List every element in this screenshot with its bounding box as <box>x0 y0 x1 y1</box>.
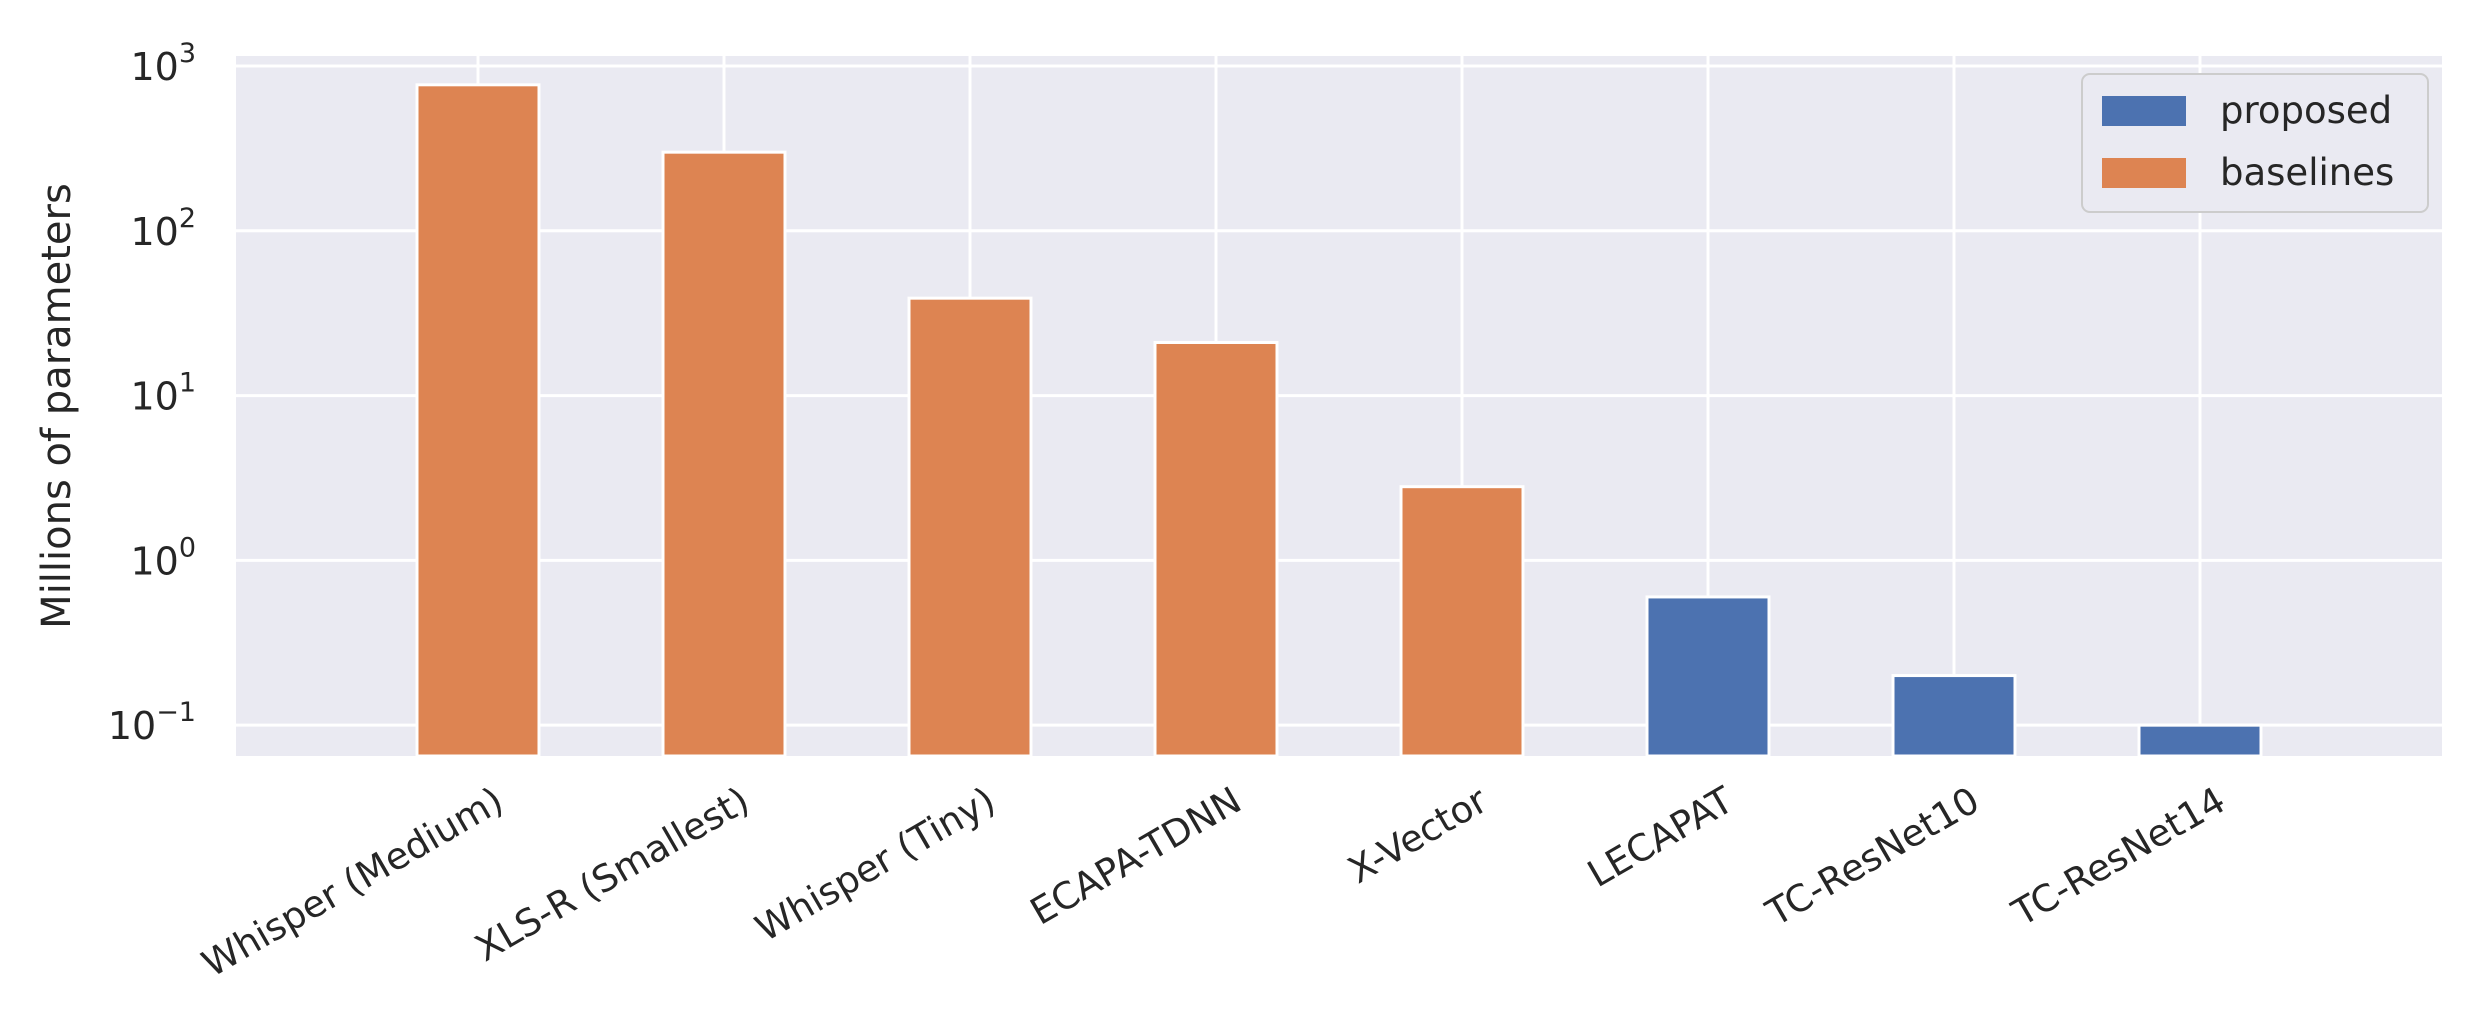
y-axis-label: Millions of parameters <box>34 183 80 629</box>
x-tick-label: LECAPAT <box>1580 778 1741 895</box>
y-tick-exponent: 2 <box>179 203 196 234</box>
y-tick-base: 10 <box>130 210 178 254</box>
legend-label-proposed: proposed <box>2220 89 2392 132</box>
y-tick-base: 10 <box>130 375 178 419</box>
bars <box>415 83 2263 758</box>
y-tick-exponent: 0 <box>179 532 196 563</box>
y-tick-label: 101 <box>130 368 196 419</box>
y-tick-base: 10 <box>130 539 178 583</box>
bar-ecapa-tdnn <box>1153 340 1279 758</box>
x-tick-label: XLS-R (Smallest) <box>468 779 757 970</box>
x-tick-label: X-Vector <box>1341 778 1495 892</box>
bar-whisper-tiny <box>907 296 1033 758</box>
y-tick-exponent: −1 <box>156 697 196 728</box>
x-axis-ticks: Whisper (Medium)XLS-R (Smallest)Whisper … <box>195 778 2233 985</box>
y-tick-label: 103 <box>130 38 196 89</box>
y-tick-exponent: 1 <box>179 368 196 399</box>
bar-lecapat <box>1645 595 1771 758</box>
y-tick-exponent: 3 <box>179 38 196 69</box>
x-tick-label: TC-ResNet14 <box>2004 779 2232 936</box>
y-tick-label: 100 <box>130 532 196 583</box>
x-tick-label: ECAPA-TDNN <box>1023 779 1248 934</box>
x-tick-label: Whisper (Tiny) <box>748 779 1002 951</box>
legend-swatch-baselines <box>2102 158 2186 188</box>
bar-xls-r-smallest <box>661 150 787 758</box>
legend-swatch-proposed <box>2102 96 2186 126</box>
bar-tc-resnet14 <box>2137 723 2263 758</box>
plot-background <box>236 56 2442 756</box>
legend: proposed baselines <box>2081 73 2429 213</box>
x-tick-label: TC-ResNet10 <box>1758 779 1986 936</box>
bar-x-vector <box>1399 485 1525 758</box>
y-tick-base: 10 <box>130 45 178 89</box>
bar-tc-resnet10 <box>1891 674 2017 758</box>
y-tick-label: 10−1 <box>108 697 196 748</box>
legend-label-baselines: baselines <box>2220 151 2394 194</box>
y-tick-base: 10 <box>108 704 156 748</box>
bar-whisper-medium <box>415 83 541 758</box>
x-tick-label: Whisper (Medium) <box>195 779 511 986</box>
y-tick-label: 102 <box>130 203 196 254</box>
